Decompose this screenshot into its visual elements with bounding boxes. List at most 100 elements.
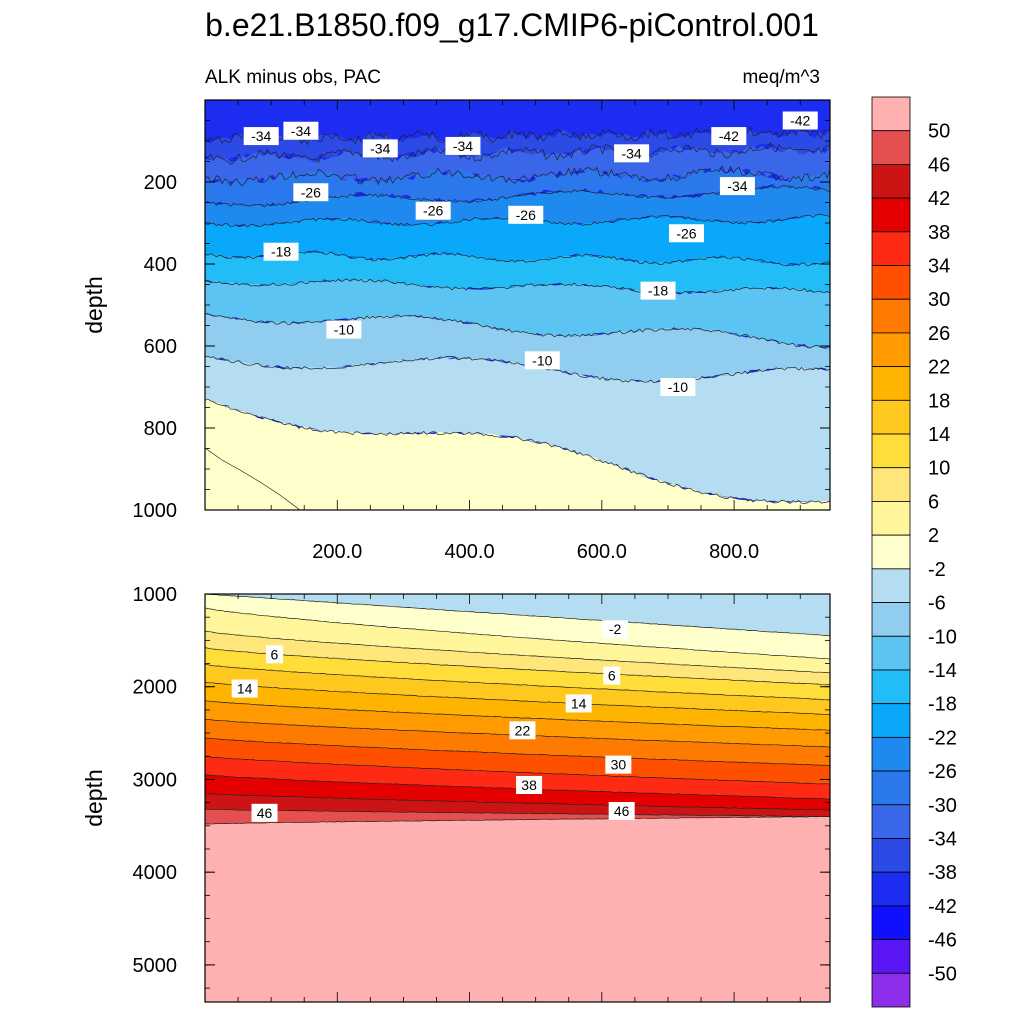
colorbar-label: -26 [928, 761, 957, 783]
contour-label-text: -26 [423, 203, 443, 219]
lower-contour-fill [205, 594, 830, 1002]
lower-contour-line [205, 737, 830, 767]
upper-contour-line [205, 398, 830, 504]
lower-contour-line [205, 681, 830, 715]
y-tick-label: 1000 [133, 500, 178, 522]
colorbar-swatch [871, 265, 911, 300]
contour-label-text: 46 [614, 803, 630, 819]
contour-label-text: 38 [521, 777, 537, 793]
lower-contour-line [205, 630, 830, 674]
colorbar-swatch [871, 501, 911, 536]
colorbar-swatch [871, 871, 911, 907]
contour-label-text: -26 [516, 207, 536, 223]
contour-label-text: -34 [251, 128, 271, 144]
upper-axes: 200 400 600 800 1000 200.0 400.0 600.0 800.0 [133, 99, 830, 563]
colorbar-label: -38 [928, 862, 957, 884]
contour-label-box [445, 136, 481, 155]
contour-label-text: 6 [608, 668, 616, 684]
contour-label-text: 6 [271, 646, 279, 662]
chart-title: b.e21.B1850.f09_g17.CMIP6-piControl.001 [205, 7, 819, 43]
colorbar-swatch [871, 939, 911, 974]
upper-panel: -34 -34 -34 -34 -34 -34 -42 -42 -26 -26 -26 -26 -18 -… [81, 99, 831, 563]
contour-label: -34 [614, 144, 650, 163]
lower-band [205, 809, 830, 825]
x-tick-label: 600.0 [577, 541, 627, 563]
contour-label: -34 [719, 177, 755, 196]
contour-label-text: -10 [668, 379, 688, 395]
contour-label-box [782, 111, 818, 130]
contour-label: 30 [605, 755, 632, 774]
contour-label: 14 [565, 694, 592, 713]
contour-label-box [711, 127, 747, 146]
colorbar-swatch [871, 972, 911, 1008]
lower-contour-line [205, 808, 830, 818]
contour-label-box [640, 281, 676, 300]
colorbar-label: 46 [928, 154, 950, 176]
colorbar-swatch [871, 804, 911, 839]
colorbar-swatch [871, 905, 911, 940]
contour-label: -26 [293, 183, 329, 202]
colorbar-label: -6 [928, 593, 946, 615]
y-tick-label: 4000 [133, 862, 178, 884]
lower-contour-line [205, 594, 830, 637]
contour-label: 22 [509, 721, 536, 740]
colorbar-swatch [871, 669, 911, 705]
contour-label: -26 [508, 205, 544, 224]
upper-contour-line [205, 250, 830, 267]
lower-contour-line [205, 755, 830, 785]
contour-label: -42 [711, 127, 747, 146]
colorbar-label: 14 [928, 424, 950, 446]
contour-label: -2 [602, 620, 629, 639]
lower-band [205, 664, 830, 715]
contour-label: -26 [415, 201, 451, 220]
colorbar-label: 22 [928, 357, 950, 379]
contour-label: -10 [660, 378, 696, 396]
colorbar-label: 6 [928, 491, 939, 513]
colorbar-swatch [871, 164, 911, 199]
colorbar-label: -34 [928, 828, 957, 850]
contour-label: -34 [243, 127, 279, 146]
y-tick-label: 1000 [133, 584, 178, 606]
contour-label-text: -26 [301, 184, 321, 200]
contour-label-text: -10 [334, 322, 354, 338]
lower-band [205, 631, 830, 685]
upper-contour-line [205, 355, 830, 384]
contour-label-box [263, 242, 299, 261]
contour-label: -34 [362, 139, 398, 158]
contour-label: 46 [608, 801, 635, 820]
colorbar-label: 42 [928, 188, 950, 210]
contour-label-box [608, 801, 635, 820]
colorbar-swatch [871, 96, 911, 132]
upper-contour-fill [205, 100, 830, 510]
upper-contour-line [205, 142, 830, 165]
colorbar-label: 26 [928, 323, 950, 345]
contour-label: -26 [668, 224, 704, 243]
colorbar-label: -50 [928, 963, 957, 985]
upper-contour-line [205, 313, 830, 349]
colorbar-swatch [871, 231, 911, 266]
colorbar-label: -2 [928, 559, 946, 581]
y-tick-label: 200 [144, 172, 177, 194]
contour-label-text: -34 [291, 123, 311, 139]
contour-label-box [293, 183, 329, 202]
colorbar-swatch [871, 433, 911, 469]
contour-label-text: -34 [727, 178, 747, 194]
colorbar-label: 34 [928, 256, 950, 278]
upper-band [205, 128, 830, 163]
contour-label-box [603, 666, 621, 685]
contour-label: -10 [524, 351, 560, 370]
colorbar-swatch [871, 130, 911, 165]
upper-band [205, 145, 830, 184]
contour-label-box [326, 320, 362, 339]
contour-label: -10 [326, 320, 362, 339]
lower-band [205, 647, 830, 700]
y-tick-label: 800 [144, 418, 177, 440]
lower-contour-line [205, 793, 830, 811]
y-tick-label: 2000 [133, 677, 178, 699]
lower-contour-line [205, 816, 830, 825]
colorbar-label: -14 [928, 660, 957, 682]
lower-contour-line [205, 664, 830, 701]
lower-y-axis-label: depth [81, 769, 107, 827]
lower-contour-labels: -2 6 6 14 14 22 30 38 46 46 [231, 620, 635, 822]
colorbar-swatch [871, 534, 911, 570]
